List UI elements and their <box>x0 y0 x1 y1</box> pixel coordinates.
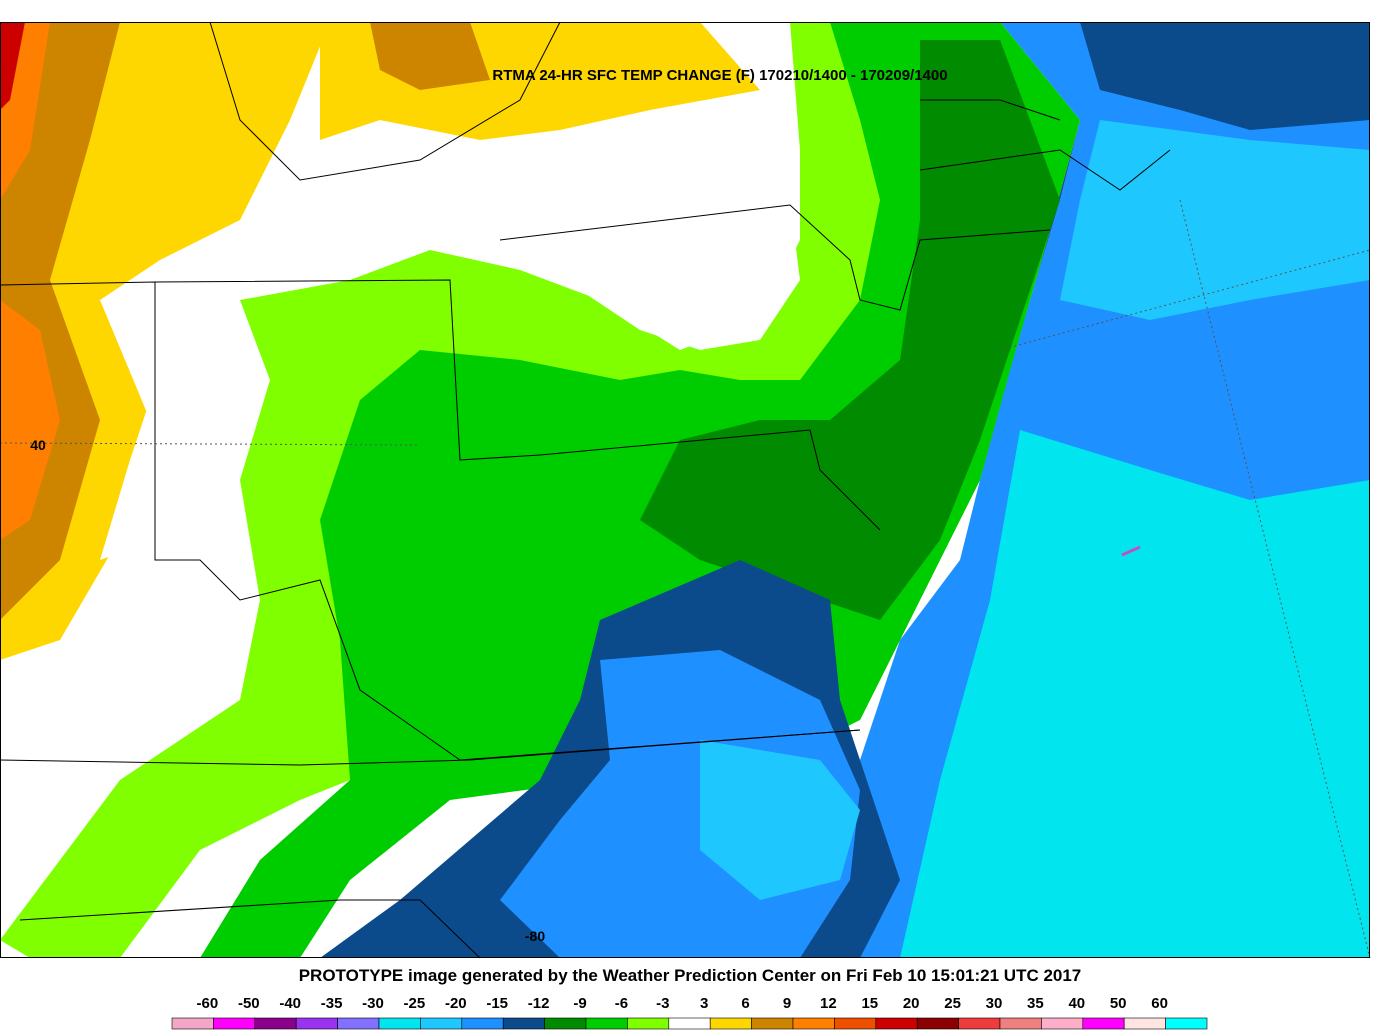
legend-swatch <box>585 1017 628 1030</box>
legend-label: 50 <box>1110 995 1127 1012</box>
legend-label: -35 <box>321 995 343 1012</box>
legend-label: -6 <box>615 995 628 1012</box>
legend-swatch <box>709 1017 752 1030</box>
legend-label: -9 <box>573 995 586 1012</box>
legend-swatch <box>751 1017 794 1030</box>
legend-swatch <box>295 1017 338 1030</box>
legend-label: 9 <box>783 995 791 1012</box>
legend-label: 40 <box>1068 995 1085 1012</box>
legend-label: 25 <box>944 995 961 1012</box>
state-line <box>920 99 1061 121</box>
region-white-2 <box>100 285 155 560</box>
footer: PROTOTYPE image generated by the Weather… <box>299 966 1082 985</box>
legend-swatch <box>502 1017 545 1030</box>
map: RTMA 24-HR SFC TEMP CHANGE (F) 170210/14… <box>0 21 1371 959</box>
borders <box>0 21 1171 959</box>
legend-label: -3 <box>656 995 669 1012</box>
legend-swatch <box>337 1017 380 1030</box>
legend-swatch <box>916 1017 959 1030</box>
legend-swatch <box>1082 1017 1125 1030</box>
map-title: RTMA 24-HR SFC TEMP CHANGE (F) 170210/14… <box>492 67 947 84</box>
legend-swatch <box>213 1017 256 1030</box>
legend-swatch <box>420 1017 463 1030</box>
legend-swatch <box>378 1017 421 1030</box>
legend: -60 -50 -40 -35 -30 -25 -20 -15 -12 -9 -6 -3 3 6 9 12 15… <box>171 995 1208 1030</box>
legend-swatch <box>1165 1017 1208 1030</box>
graticule <box>0 199 1371 959</box>
ocean-cyan <box>900 430 1370 958</box>
legend-swatch <box>999 1017 1042 1030</box>
lon-line <box>1179 199 1371 959</box>
legend-swatch <box>792 1017 835 1030</box>
ocean-navy <box>1080 22 1370 130</box>
legend-label: -15 <box>486 995 508 1012</box>
state-line <box>19 899 481 959</box>
region-darkgreen <box>640 40 1060 620</box>
legend-swatch <box>254 1017 297 1030</box>
legend-label: 3 <box>700 995 708 1012</box>
lat-line <box>999 249 1371 351</box>
legend-label: 6 <box>741 995 749 1012</box>
legend-swatch <box>958 1017 1001 1030</box>
legend-label: -30 <box>362 995 384 1012</box>
region-red <box>0 22 25 110</box>
legend-swatch <box>544 1017 587 1030</box>
legend-swatch <box>1123 1017 1166 1030</box>
legend-swatch <box>875 1017 918 1030</box>
legend-label: 20 <box>903 995 920 1012</box>
region-white <box>500 200 800 350</box>
legend-label: 15 <box>861 995 878 1012</box>
legend-label: 30 <box>986 995 1003 1012</box>
legend-label: -60 <box>197 995 219 1012</box>
region-green <box>200 22 1080 958</box>
region-gold <box>0 22 330 660</box>
ocean-lightblue <box>1060 120 1370 320</box>
region-lightblue <box>700 740 860 900</box>
legend-label: -12 <box>528 995 550 1012</box>
legend-label: -50 <box>238 995 260 1012</box>
legend-swatch <box>1041 1017 1084 1030</box>
region-darkgold-north <box>370 22 490 90</box>
state-line <box>919 149 1171 191</box>
region-orange-2 <box>0 300 60 540</box>
small-feature <box>1121 545 1141 557</box>
lat-line <box>0 442 421 446</box>
legend-swatch <box>668 1017 711 1030</box>
legend-label: -25 <box>404 995 426 1012</box>
lon-label: -80 <box>525 928 545 944</box>
state-line <box>154 279 881 531</box>
legend-swatch <box>461 1017 504 1030</box>
lat-label: 40 <box>30 437 46 453</box>
lake-outline <box>209 21 561 181</box>
legend-swatch <box>627 1017 670 1030</box>
state-line <box>0 729 861 766</box>
state-line <box>0 281 861 761</box>
state-line <box>499 204 1051 311</box>
legend-label: 35 <box>1027 995 1044 1012</box>
legend-label: -40 <box>279 995 301 1012</box>
legend-label: -20 <box>445 995 467 1012</box>
map-frame <box>0 22 1370 958</box>
legend-label: 60 <box>1151 995 1168 1012</box>
legend-swatch <box>171 1017 214 1030</box>
legend-swatch <box>834 1017 877 1030</box>
legend-label: 12 <box>820 995 837 1012</box>
